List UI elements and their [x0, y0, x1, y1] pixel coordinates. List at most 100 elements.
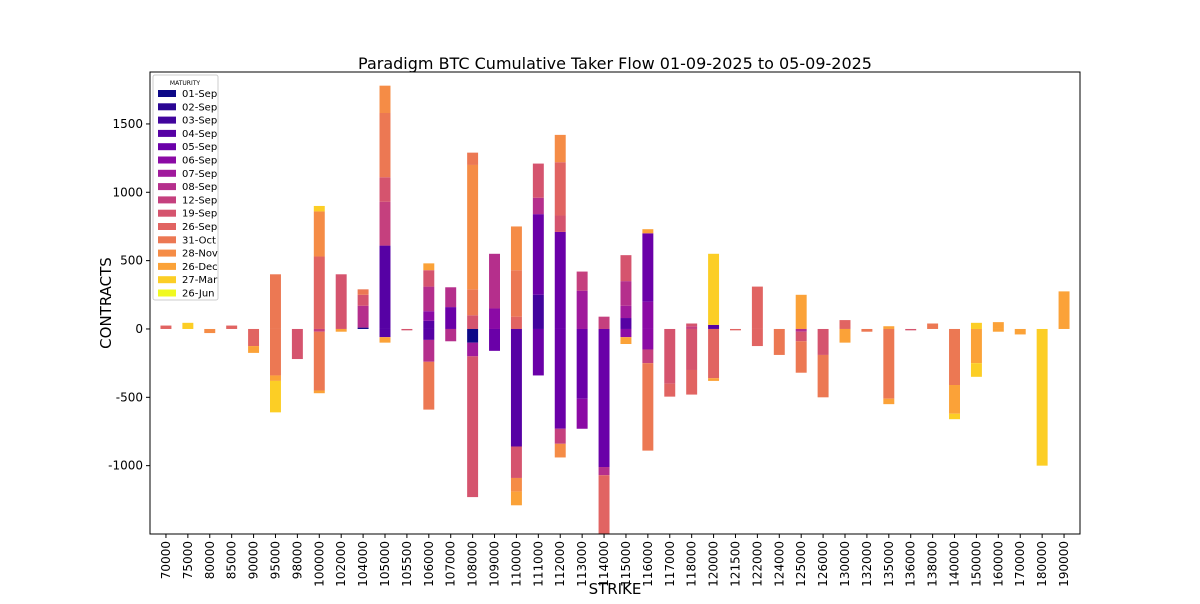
bar-segment-110000-26-sep: [510, 316, 522, 329]
bar-segment-104000-08-sep: [357, 305, 369, 328]
bar-segment-110000-04-sep: [510, 328, 522, 447]
bar-segment-150000-26-dec: [970, 328, 982, 364]
bar-segment-108000-31-oct: [467, 289, 479, 316]
legend-swatch: [158, 223, 176, 230]
bar-segment-102000-26-dec: [335, 328, 347, 332]
bar-segment-115000-26-dec: [620, 337, 632, 345]
legend-swatch: [158, 209, 176, 217]
legend-label: 19-Sep: [182, 209, 217, 220]
x-tick-label: 117000: [663, 541, 677, 587]
bar-segment-114000-08-sep: [598, 467, 610, 476]
bar-segment-105000-31-oct: [379, 113, 391, 178]
legend-label: 26-Dec: [182, 262, 218, 273]
bar-segment-114000-12-sep: [598, 316, 610, 329]
bar-segment-113000-05-sep: [576, 328, 588, 399]
bar-segment-118000-19-sep: [686, 328, 698, 370]
bar-segment-140000-31-oct: [949, 328, 960, 386]
bar-segment-90000-26-dec: [248, 346, 260, 353]
x-tick-label: 104000: [356, 541, 370, 587]
bar-segment-111000-08-sep: [532, 197, 544, 215]
x-tick-label: 116000: [641, 541, 655, 587]
x-tick-label: 112000: [553, 541, 567, 587]
x-tick-label: 114000: [597, 541, 611, 587]
y-tick-label: 0: [135, 322, 143, 336]
bar-segment-110000-28-nov: [510, 226, 522, 271]
legend-swatch: [158, 156, 176, 164]
bar-segment-122000-26-sep: [751, 328, 763, 347]
bar-segment-106000-04-sep: [423, 328, 435, 340]
bar-segment-116000-06-sep: [642, 301, 654, 329]
bar-segment-111000-05-sep: [532, 328, 544, 376]
bar-segment-136000-19-sep: [905, 328, 917, 331]
bar-segment-120000-27-mar: [708, 253, 720, 325]
bar-segment-114000-05-sep: [598, 328, 610, 468]
legend-label: 26-Jun: [182, 289, 215, 300]
y-tick-label: 500: [120, 254, 143, 268]
bar-segment-110000-19-sep: [510, 446, 522, 478]
plot-frame: [149, 71, 1081, 535]
x-tick-label: 121500: [728, 541, 742, 587]
y-axis-label: CONTRACTS: [97, 257, 115, 349]
legend-label: 31-Oct: [182, 235, 216, 246]
bar-segment-125000-08-sep: [795, 328, 807, 332]
bar-segment-70000-26-sep: [160, 325, 172, 329]
bar-segment-100000-27-mar: [313, 205, 325, 212]
x-tick-label: 190000: [1057, 541, 1071, 587]
bar-segment-106000-08-sep: [423, 339, 435, 362]
bar-segment-114000-26-sep: [598, 475, 610, 534]
bar-segment-120000-04-sep: [708, 324, 720, 329]
bar-segment-113000-07-sep: [576, 290, 588, 329]
bar-segment-109000-08-sep: [489, 253, 500, 309]
x-tick-label: 75000: [181, 541, 195, 579]
bar-segment-108000-19-sep: [467, 356, 479, 498]
bar-segment-109000-06-sep: [489, 308, 500, 329]
bar-segment-105000-28-nov: [379, 85, 391, 114]
bar-segment-108000-07-sep: [467, 342, 479, 357]
bar-segment-140000-26-dec: [949, 385, 960, 414]
x-tick-label: 108000: [466, 541, 480, 587]
bar-segment-111000-03-sep: [532, 294, 544, 329]
bar-segment-80000-28-nov: [204, 328, 216, 334]
bar-segment-95000-31-oct: [270, 274, 281, 329]
bar-segment-126000-19-sep: [817, 328, 829, 355]
x-tick-label: 140000: [948, 541, 962, 587]
x-tick-label: 106000: [422, 541, 436, 587]
bar-segment-106000-31-oct: [423, 361, 435, 410]
x-tick-label: 124000: [772, 541, 786, 587]
bar-segment-190000-26-dec: [1058, 291, 1070, 329]
bar-segment-95000-27-mar: [270, 380, 281, 413]
bar-segment-105000-19-sep: [379, 177, 391, 202]
bar-segment-108000-31-oct: [467, 152, 479, 165]
bar-segment-110000-28-nov: [510, 477, 522, 492]
legend-swatch: [158, 169, 176, 177]
legend-label: 26-Sep: [182, 222, 217, 233]
bar-segment-138000-31-oct: [927, 323, 939, 329]
bar-segment-180000-27-mar: [1036, 328, 1048, 466]
bar-segment-112000-12-sep: [554, 428, 566, 444]
legend: MATURITY 01-Sep 02-Sep 03-Sep 04-Sep 05-Sep 0…: [152, 74, 219, 301]
bar-segment-118000-26-sep: [686, 369, 698, 395]
bar-segment-140000-27-mar: [949, 413, 960, 420]
bar-segment-100000-26-sep: [313, 256, 325, 329]
chart-title: Paradigm BTC Cumulative Taker Flow 01-09…: [358, 54, 872, 73]
bar-segment-109000-05-sep: [489, 328, 500, 351]
bar-segment-125000-19-sep: [795, 331, 807, 342]
bar-segment-120000-26-sep: [708, 328, 720, 379]
bar-segment-160000-26-dec: [992, 322, 1004, 329]
bar-segment-116000-06-sep: [642, 328, 654, 350]
bar-segment-95000-31-oct: [270, 328, 281, 376]
bar-segment-116000-05-sep: [642, 233, 654, 302]
legend-swatch: [158, 103, 176, 111]
bar-segment-118000-19-sep: [686, 323, 698, 327]
bar-segment-160000-26-dec: [992, 328, 1004, 332]
x-tick-label: 80000: [203, 541, 217, 579]
x-tick-label: 85000: [225, 541, 239, 579]
x-tick-label: 105500: [400, 541, 414, 587]
x-tick-label: 70000: [159, 541, 173, 579]
y-tick-label: 1500: [112, 117, 143, 131]
x-tick-label: 102000: [334, 541, 348, 587]
legend-swatch: [158, 262, 176, 270]
x-tick-label: 138000: [926, 541, 940, 587]
